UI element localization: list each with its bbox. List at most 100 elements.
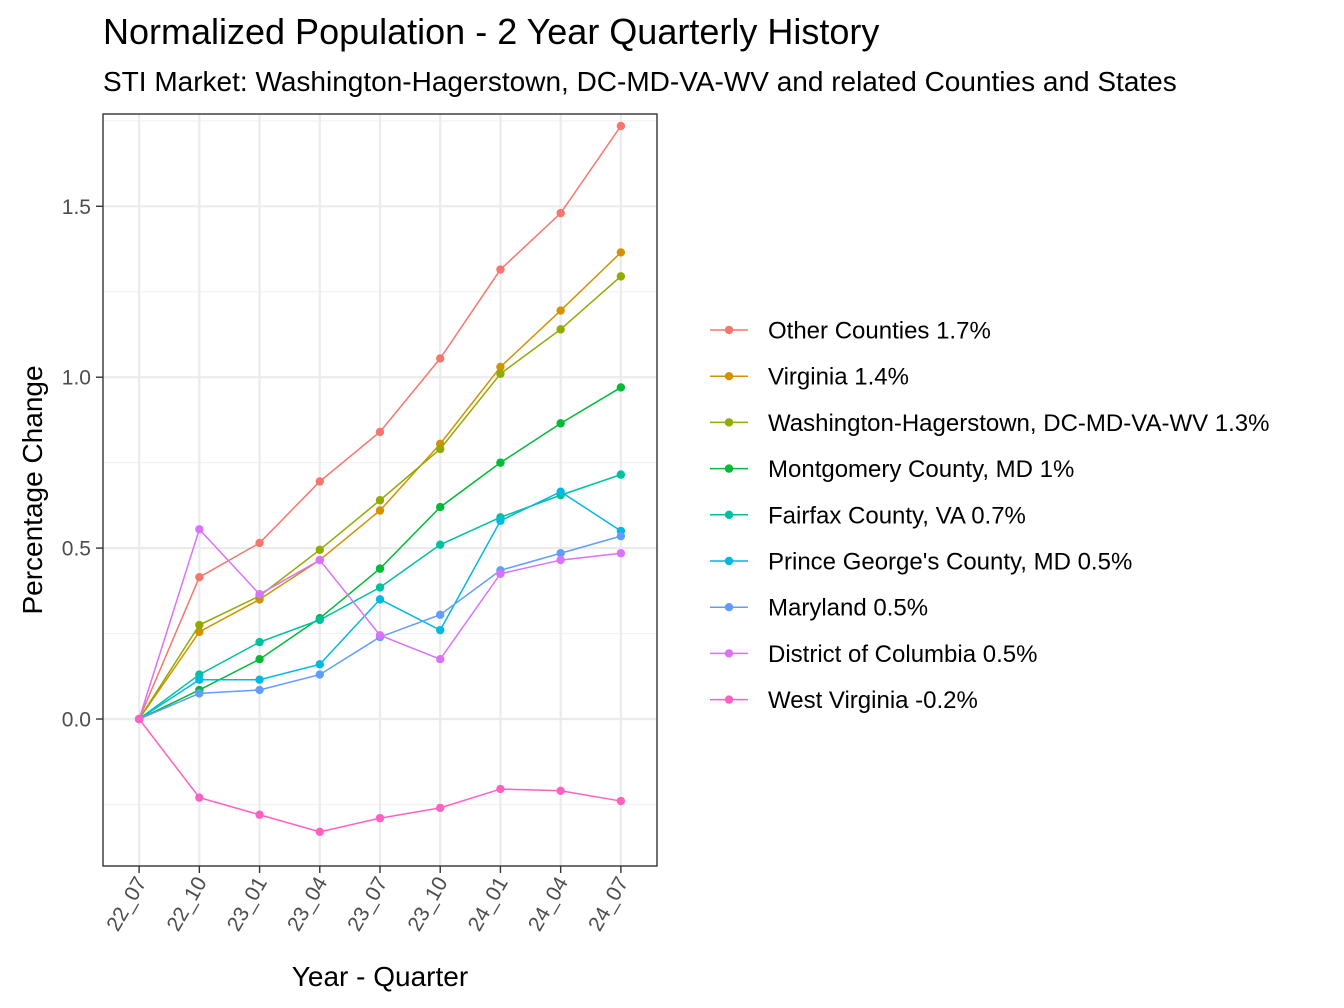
chart-title: Normalized Population - 2 Year Quarterly… (103, 11, 879, 52)
y-axis-title: Percentage Change (17, 365, 48, 614)
data-point (436, 610, 445, 619)
data-point (616, 272, 626, 281)
legend-key-point (724, 695, 734, 704)
legend-key-point (724, 603, 734, 612)
data-point (375, 496, 385, 505)
data-point (496, 362, 505, 372)
series-8 (134, 714, 626, 837)
data-point (436, 803, 445, 813)
data-point (496, 369, 505, 378)
legend-key-point (724, 464, 734, 473)
legend-label: Washington-Hagerstown, DC-MD-VA-WV 1.3% (768, 410, 1269, 437)
legend-item: Other Counties 1.7% (710, 318, 991, 345)
data-point (436, 444, 445, 454)
legend-key-point (724, 510, 734, 519)
series-2 (134, 272, 626, 724)
data-point (496, 784, 505, 794)
data-point (616, 531, 626, 541)
data-point (375, 813, 385, 823)
legend-label: District of Columbia 0.5% (768, 641, 1037, 668)
legend-key-point (724, 325, 734, 335)
data-point (556, 419, 565, 428)
data-point (616, 383, 626, 392)
legend-label: Virginia 1.4% (768, 364, 909, 391)
data-point (496, 516, 505, 525)
data-point (195, 525, 204, 534)
data-point (616, 796, 626, 806)
data-point (556, 549, 565, 558)
data-point (315, 660, 324, 669)
y-tick-label: 1.5 (62, 196, 91, 219)
legend-label: Montgomery County, MD 1% (768, 456, 1074, 483)
data-point (556, 786, 565, 795)
data-point (556, 487, 565, 496)
data-point (375, 595, 385, 604)
legend-label: West Virginia -0.2% (768, 687, 978, 714)
data-point (195, 572, 204, 582)
x-tick-label: 23_10 (403, 873, 452, 935)
data-point (436, 540, 445, 549)
axes: 0.0 0.5 1.0 1.5 22_07 22_10 23_01 23_04 23_07 23_… (62, 196, 633, 935)
legend-item: Maryland 0.5% (710, 595, 928, 622)
legend-key-point (724, 649, 734, 658)
x-tick-label: 23_01 (223, 873, 272, 935)
data-point (195, 627, 204, 637)
data-point (255, 637, 264, 647)
y-tick-label: 0.0 (62, 709, 91, 732)
data-point (496, 458, 505, 467)
x-tick-label: 23_04 (283, 873, 332, 935)
data-point (556, 306, 565, 315)
legend-key-point (724, 418, 734, 427)
x-tick-label: 23_07 (343, 873, 392, 935)
data-point (255, 538, 264, 548)
data-point (255, 655, 264, 664)
data-point (556, 208, 565, 218)
data-point (255, 810, 264, 819)
legend-label: Maryland 0.5% (768, 595, 928, 622)
data-point (496, 569, 505, 578)
data-point (315, 827, 324, 837)
legend: Other Counties 1.7% Virginia 1.4% Washingt… (710, 318, 1269, 714)
legend-item: Fairfax County, VA 0.7% (710, 502, 1026, 529)
data-point (195, 675, 204, 684)
data-point (315, 545, 324, 555)
series-0 (134, 121, 626, 724)
data-point (195, 689, 204, 698)
data-series (134, 121, 626, 837)
legend-label: Fairfax County, VA 0.7% (768, 502, 1026, 529)
legend-item: West Virginia -0.2% (710, 687, 978, 714)
legend-key-point (724, 556, 734, 566)
x-tick-label: 22_07 (102, 873, 151, 935)
x-tick-label: 24_01 (464, 873, 513, 935)
data-point (436, 502, 445, 512)
data-point (616, 121, 626, 131)
data-point (375, 631, 385, 640)
data-point (556, 555, 565, 565)
y-tick-label: 1.0 (62, 367, 91, 390)
data-point (496, 265, 505, 274)
data-point (616, 248, 626, 257)
data-point (436, 625, 445, 635)
data-point (315, 555, 324, 565)
data-point (616, 470, 626, 479)
data-point (556, 325, 565, 334)
data-point (375, 583, 385, 592)
data-point (195, 793, 204, 802)
x-tick-label: 22_10 (163, 873, 212, 935)
legend-item: Prince George's County, MD 0.5% (710, 549, 1132, 576)
x-tick-label: 24_07 (584, 873, 633, 935)
legend-item: District of Columbia 0.5% (710, 641, 1037, 668)
data-point (436, 354, 445, 363)
data-point (255, 590, 264, 599)
x-tick-label: 24_04 (524, 873, 573, 935)
chart-subtitle: STI Market: Washington-Hagerstown, DC-MD… (103, 66, 1177, 97)
data-point (195, 620, 204, 630)
data-point (255, 675, 264, 684)
legend-item: Montgomery County, MD 1% (710, 456, 1074, 483)
legend-label: Other Counties 1.7% (768, 318, 991, 345)
x-axis-title: Year - Quarter (292, 961, 468, 992)
data-point (315, 670, 324, 679)
data-point (375, 427, 385, 437)
legend-key-point (724, 372, 734, 381)
